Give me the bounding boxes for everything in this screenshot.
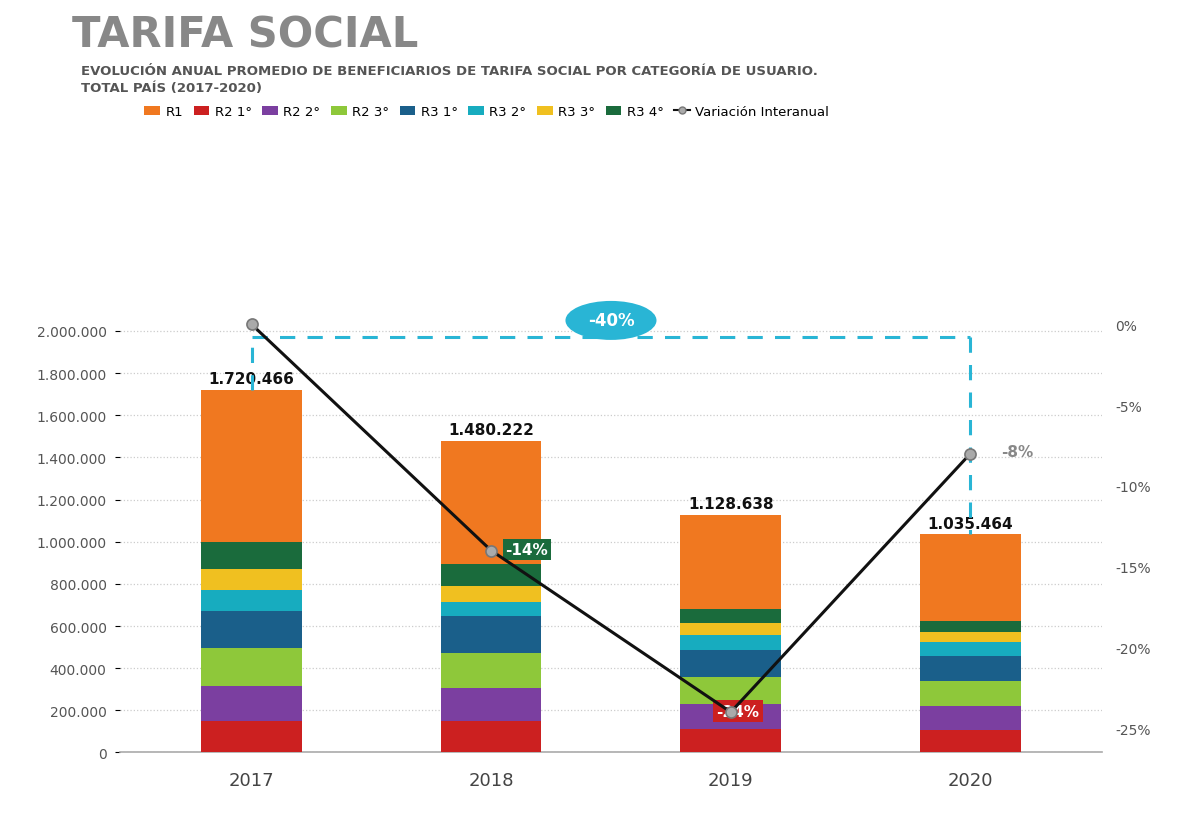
Bar xyxy=(441,617,541,653)
Bar xyxy=(680,515,781,609)
Text: TARIFA SOCIAL: TARIFA SOCIAL xyxy=(72,15,418,57)
Text: 1.720.466: 1.720.466 xyxy=(208,372,295,387)
Bar xyxy=(201,648,302,686)
Text: 1.035.464: 1.035.464 xyxy=(927,516,1014,531)
Bar xyxy=(920,706,1021,730)
Ellipse shape xyxy=(565,302,657,341)
Bar xyxy=(441,653,541,688)
Bar xyxy=(441,441,541,564)
Bar xyxy=(680,729,781,753)
Bar xyxy=(201,721,302,753)
Bar xyxy=(201,611,302,648)
Bar xyxy=(680,623,781,635)
Bar xyxy=(441,721,541,753)
Bar xyxy=(920,643,1021,657)
Bar xyxy=(680,609,781,623)
Text: TOTAL PAÍS (2017-2020): TOTAL PAÍS (2017-2020) xyxy=(81,82,262,95)
Bar xyxy=(201,390,302,542)
Bar xyxy=(920,730,1021,753)
Bar xyxy=(201,542,302,570)
Text: -24%: -24% xyxy=(716,704,760,719)
Text: -14%: -14% xyxy=(506,543,549,557)
Bar xyxy=(201,686,302,721)
Bar xyxy=(441,602,541,617)
Bar xyxy=(680,650,781,677)
Text: EVOLUCIÓN ANUAL PROMEDIO DE BENEFICIARIOS DE TARIFA SOCIAL POR CATEGORÍA DE USUA: EVOLUCIÓN ANUAL PROMEDIO DE BENEFICIARIO… xyxy=(81,65,818,78)
Text: 1.128.638: 1.128.638 xyxy=(688,497,774,512)
Bar xyxy=(201,590,302,611)
Bar xyxy=(680,677,781,705)
Bar xyxy=(920,621,1021,633)
Bar xyxy=(441,688,541,721)
Bar xyxy=(680,705,781,729)
Text: 1.480.222: 1.480.222 xyxy=(448,423,534,437)
Bar xyxy=(441,586,541,602)
Bar xyxy=(920,633,1021,643)
Bar xyxy=(920,657,1021,681)
Bar xyxy=(920,534,1021,621)
Text: -40%: -40% xyxy=(588,312,634,330)
Bar xyxy=(201,570,302,590)
Bar xyxy=(920,681,1021,706)
Bar xyxy=(441,564,541,586)
Legend: R1, R2 1°, R2 2°, R2 3°, R3 1°, R3 2°, R3 3°, R3 4°, Variación Interanual: R1, R2 1°, R2 2°, R2 3°, R3 1°, R3 2°, R… xyxy=(145,106,829,119)
Text: -8%: -8% xyxy=(1002,445,1034,460)
Bar xyxy=(680,635,781,650)
